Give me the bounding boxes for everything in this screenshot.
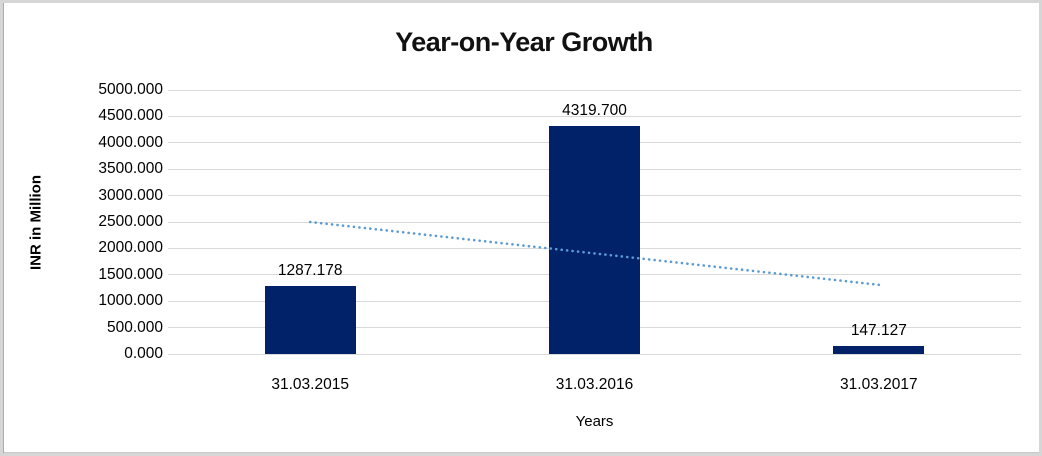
bar-data-label: 147.127 (850, 322, 907, 340)
y-tick-label: 3000.000 (98, 186, 163, 204)
plot-area: 1287.178 4319.700 147.127 (168, 89, 1021, 355)
bar (264, 286, 356, 354)
bar-data-label: 4319.700 (562, 101, 627, 119)
y-tick-label: 1500.000 (98, 265, 163, 283)
y-tick-label: 3500.000 (98, 160, 163, 178)
trendline (308, 220, 881, 287)
gridline (168, 89, 1021, 91)
x-tick-label: 31.03.2017 (840, 376, 918, 393)
bar (833, 346, 925, 354)
y-tick-label: 2500.000 (98, 213, 163, 230)
y-tick-label: 1000.000 (98, 292, 163, 310)
x-axis-tick-labels: 31.03.2015 31.03.2016 31.03.2017 (168, 376, 1021, 396)
gridline (168, 353, 1021, 355)
y-axis-tick-labels: 0.000 500.000 1000.000 1500.000 2000.000 2500… (33, 81, 163, 362)
y-tick-label: 5000.000 (98, 81, 163, 98)
x-tick-label: 31.03.2015 (271, 376, 349, 393)
y-tick-label: 500.000 (106, 318, 163, 336)
y-tick-label: 4500.000 (98, 107, 163, 125)
x-axis-title: Years (575, 413, 614, 430)
bar (549, 125, 640, 354)
y-tick-label: 2000.000 (98, 239, 163, 257)
gridline (168, 115, 1021, 117)
bar-data-label: 1287.178 (277, 262, 343, 280)
x-tick-label: 31.03.2016 (555, 376, 634, 393)
chart-title: Year-on-Year Growth (395, 27, 653, 57)
y-tick-label: 0.000 (124, 345, 163, 362)
y-tick-label: 4000.000 (98, 133, 163, 151)
